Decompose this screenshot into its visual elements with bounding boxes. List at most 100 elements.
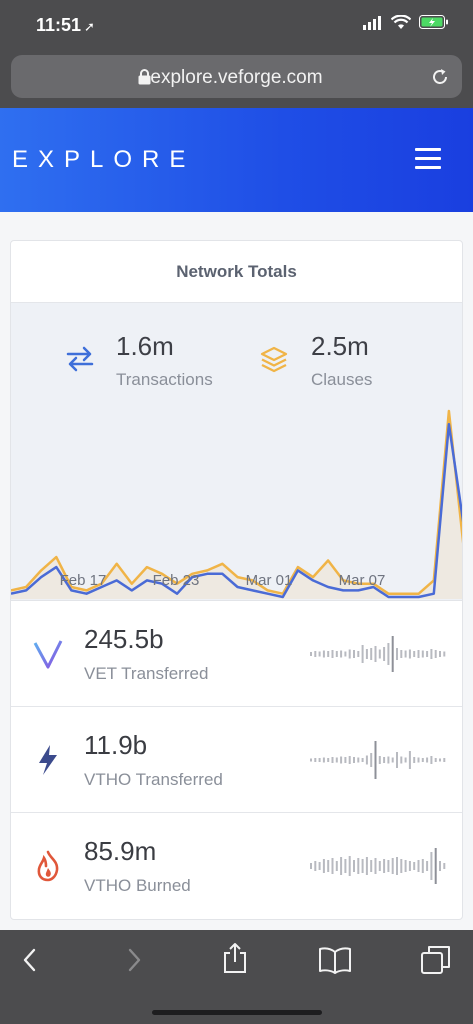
sparkline-bar (327, 758, 330, 762)
home-indicator (152, 1010, 322, 1015)
sparkline-bar (439, 651, 441, 657)
hamburger-menu-button[interactable] (415, 148, 441, 172)
sparkline-bar (413, 651, 416, 657)
card-title: Network Totals (11, 241, 462, 303)
sparkline-bar (370, 753, 373, 767)
sparkline-bar (344, 859, 347, 873)
vet-transferred-row[interactable]: 245.5b VET Transferred (11, 601, 462, 707)
status-time: 11:51 ➚ (36, 15, 95, 36)
sparkline-bar (361, 859, 364, 873)
app-header: EXPLORE (0, 108, 473, 212)
menu-line (415, 148, 441, 151)
sparkline-bar (421, 758, 424, 762)
sparkline-bar (417, 650, 420, 658)
reload-icon[interactable] (430, 67, 450, 87)
sparkline-bar (430, 756, 433, 764)
vtho-burned-value: 85.9m (84, 836, 157, 866)
bookmarks-icon[interactable] (318, 946, 352, 974)
vtho-burned-row[interactable]: 85.9m VTHO Burned (11, 813, 462, 919)
sparkline-bar (361, 645, 364, 663)
sparkline-bar (310, 758, 312, 762)
address-bar[interactable]: explore.veforge.com (11, 55, 462, 98)
main-content: Network Totals Feb 17 Feb 23 Mar 01 Mar 07 … (0, 212, 473, 930)
series-line-clauses (11, 409, 462, 595)
layers-icon (260, 346, 288, 373)
sparkline-bar (387, 860, 390, 872)
sparkline-bar (357, 858, 360, 874)
brand-logo[interactable]: EXPLORE (12, 146, 196, 173)
signal-icon (363, 15, 381, 30)
transfer-arrows-icon (66, 346, 94, 372)
sparkline-bar (335, 651, 338, 657)
battery-icon (419, 15, 448, 29)
sparkline-bar (314, 758, 317, 762)
sparkline-bar (340, 650, 343, 658)
sparkline-bar (391, 636, 394, 672)
series-line-transactions (11, 423, 462, 599)
sparkline-bar (331, 757, 334, 763)
sparkline-bar (434, 650, 437, 658)
sparkline-bar (417, 757, 420, 763)
sparkline-bar (348, 756, 351, 764)
x-tick-label: Feb 23 (153, 572, 200, 589)
vtho-burned-sparkline (310, 848, 446, 884)
vet-icon (33, 640, 63, 669)
sparkline-bar (331, 858, 334, 874)
sparkline-bar (383, 647, 386, 661)
sparkline-bar (391, 757, 394, 763)
sparkline-bar (348, 856, 351, 876)
wifi-icon (391, 15, 411, 29)
forward-icon[interactable] (124, 946, 144, 974)
x-tick-label: Feb 17 (60, 572, 107, 589)
sparkline-bar (434, 758, 437, 762)
transactions-value: 1.6m (116, 331, 174, 361)
sparkline-bar (374, 646, 377, 662)
back-icon[interactable] (20, 946, 40, 974)
transactions-stat: 1.6m Transactions (116, 331, 213, 390)
sparkline-bar (361, 758, 364, 762)
sparkline-bar (413, 757, 416, 763)
share-icon[interactable] (222, 942, 248, 974)
sparkline-bar (370, 648, 373, 660)
sparkline-bar (421, 859, 424, 873)
x-tick-label: Mar 01 (246, 572, 293, 589)
lock-icon (138, 69, 151, 85)
status-icons (363, 15, 449, 30)
menu-line (415, 166, 441, 169)
sparkline-bar (421, 650, 424, 658)
sparkline-bar (335, 757, 338, 763)
sparkline-bar (365, 857, 368, 875)
sparkline-bar (344, 757, 347, 763)
series-area-clauses (11, 411, 462, 599)
sparkline-bar (370, 860, 373, 872)
sparkline-bar (318, 862, 321, 870)
sparkline-bar (408, 751, 411, 769)
sparkline-bar (404, 860, 407, 872)
sparkline-bar (314, 861, 317, 871)
url-text[interactable]: explore.veforge.com (150, 67, 323, 88)
sparkline-bar (439, 861, 441, 871)
vtho-transferred-value: 11.9b (84, 730, 148, 760)
sparkline-bar (322, 650, 325, 658)
sparkline-bar (417, 860, 420, 872)
sparkline-bar (400, 756, 403, 764)
vet-transferred-label: VET Transferred (84, 664, 209, 683)
sparkline-bar (318, 651, 321, 657)
sparkline-bar (430, 649, 433, 659)
menu-line (415, 157, 441, 160)
sparkline-bar (383, 859, 386, 873)
sparkline-bar (439, 758, 441, 762)
sparkline-bar (322, 757, 325, 763)
tabs-icon[interactable] (420, 944, 452, 976)
sparkline-bar (391, 858, 394, 874)
sparkline-bar (365, 649, 368, 659)
sparkline-bar (426, 757, 429, 763)
vet-transferred-value: 245.5b (84, 624, 164, 654)
vtho-burned-label: VTHO Burned (84, 876, 191, 895)
sparkline-bar (353, 650, 355, 658)
vtho-transferred-row[interactable]: 11.9b VTHO Transferred (11, 707, 462, 813)
sparkline-bar (400, 650, 403, 658)
sparkline-bar (327, 860, 330, 872)
vtho-transferred-label: VTHO Transferred (84, 770, 223, 789)
sparkline-bar (396, 648, 398, 660)
